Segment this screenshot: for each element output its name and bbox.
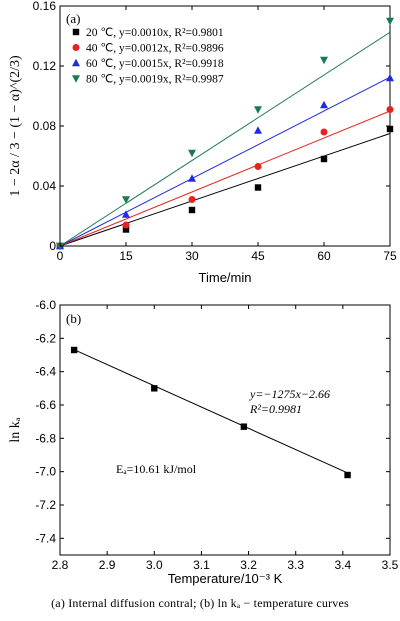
data-point-series-1: [386, 125, 394, 133]
fit-line-series-4: [59, 31, 391, 247]
y-tick-label: 0.04: [33, 179, 57, 193]
legend-marker-2: [72, 44, 80, 51]
data-point-series-3: [320, 100, 328, 109]
data-point-series-2: [188, 196, 196, 203]
data-point-series-2: [122, 221, 130, 229]
x-tick-label: 75: [383, 249, 397, 263]
legend-label-3: 60 ℃, y=0.0015x, R²=0.9918: [86, 58, 224, 70]
y-tick-label: -7.2: [35, 498, 56, 512]
data-point: [70, 346, 78, 354]
data-point: [344, 471, 351, 479]
data-point-series-4: [122, 196, 130, 204]
data-point-series-2: [320, 128, 328, 136]
activation-energy: Eₐ=10.61 kJ/mol: [116, 462, 197, 476]
y-tick-label: -6.0: [35, 298, 56, 312]
x-tick-label: 2.9: [99, 558, 116, 572]
y-tick-label: -7.4: [35, 531, 56, 545]
data-point-series-2: [386, 106, 394, 113]
y-tick-label: 0.08: [33, 119, 57, 133]
x-tick-label: 3.5: [382, 558, 399, 572]
data-point: [240, 423, 248, 430]
x-axis-label-b: Temperature/10⁻³ K: [168, 571, 283, 586]
y-tick-label: -6.8: [35, 431, 56, 445]
legend-label-4: 80 ℃, y=0.0019x, R²=0.9987: [86, 74, 224, 86]
panel-label-b: (b): [66, 311, 81, 326]
legend-marker-3: [72, 58, 80, 67]
data-point-series-4: [254, 106, 262, 114]
y-tick-label: 0.16: [33, 0, 57, 13]
x-tick-label: 3.4: [335, 558, 352, 572]
data-point-series-4: [188, 149, 196, 158]
fit-r2: R²=0.9981: [249, 402, 302, 416]
legend-label-2: 40 ℃, y=0.0012x, R²=0.9896: [86, 43, 224, 55]
data-point-series-1: [320, 155, 328, 163]
data-point-series-2: [254, 163, 262, 170]
x-tick-label: 3.2: [240, 558, 257, 572]
x-tick-label: 60: [317, 249, 331, 263]
chart-panel-b: (b) 2.8 2.9 3.0 3.1 3.2 3.3 3.4 3.5 -6.0 -6.2 -6.…: [8, 298, 399, 586]
x-tick-label: 15: [119, 249, 133, 263]
x-axis-label-a: Time/min: [199, 270, 252, 285]
figure-caption: (a) Internal diffusion contral; (b) ln k…: [51, 596, 349, 610]
y-tick-label: -6.6: [35, 398, 56, 412]
y-tick-label: -6.2: [35, 331, 56, 345]
x-tick-label: 30: [185, 249, 199, 263]
y-tick-label: 0: [49, 239, 56, 253]
y-axis-label-a: 1 − 2α / 3 − (1 − α)^(2/3): [8, 55, 23, 197]
x-tick-label: 0: [57, 249, 64, 263]
fit-equation: y=−1275x−2.66: [249, 387, 330, 401]
data-point-series-3: [188, 174, 196, 182]
data-point-series-1: [188, 206, 196, 214]
x-tick-label: 3.3: [287, 558, 304, 572]
data-point-series-3: [254, 126, 262, 134]
data-point-series-3: [386, 73, 394, 82]
fit-line-series-1: [59, 133, 391, 247]
data-point-series-1: [254, 184, 262, 191]
data-point-series-4: [320, 56, 328, 65]
plot-area-b: [59, 304, 391, 556]
data-point-series-3: [122, 210, 130, 218]
x-tick-label: 45: [251, 249, 265, 263]
legend-label-1: 20 ℃, y=0.0010x, R²=0.9801: [86, 27, 224, 39]
plot-area-a: [59, 5, 391, 247]
y-tick-label: -7.0: [35, 465, 56, 479]
data-point-series-4: [386, 17, 394, 26]
data-point: [151, 385, 158, 392]
fit-line: [73, 349, 348, 474]
x-tick-label: 2.8: [52, 558, 69, 572]
fit-line-series-3: [59, 76, 391, 247]
y-tick-label: -6.4: [35, 365, 56, 379]
legend-marker-4: [72, 75, 80, 83]
fit-line-series-2: [59, 110, 391, 247]
legend-marker-1: [72, 28, 80, 36]
x-tick-label: 3.1: [193, 558, 210, 572]
y-tick-label: 0.12: [33, 59, 57, 73]
y-axis-label-b: ln kₐ: [8, 417, 23, 442]
panel-label-a: (a): [66, 11, 80, 26]
chart-panel-a: (a) 0 15 30 45 60 75 0 0.04 0.08 0.12 0.16 20 ℃, …: [8, 0, 397, 285]
data-point-series-1: [122, 226, 130, 233]
x-tick-label: 3.0: [146, 558, 163, 572]
legend-a: 20 ℃, y=0.0010x, R²=0.9801 40 ℃, y=0.0012…: [72, 27, 224, 86]
